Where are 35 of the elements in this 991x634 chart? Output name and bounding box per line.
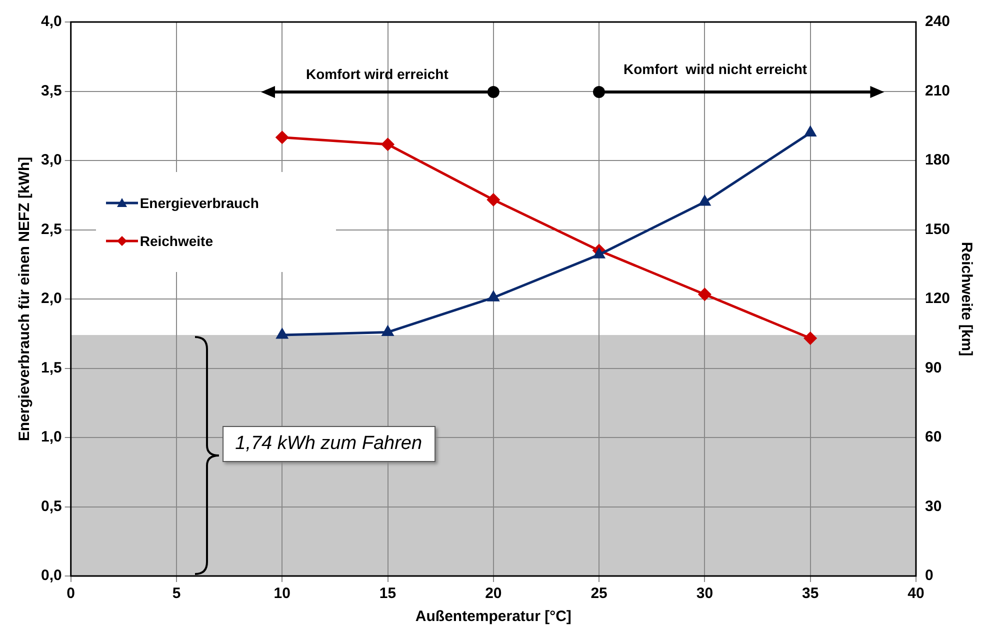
x-tick-label: 40 — [908, 585, 924, 602]
x-tick-label: 0 — [66, 585, 76, 602]
y-tick-label: 3,0 — [40, 152, 62, 169]
y-tick-label: 0,0 — [40, 567, 62, 584]
y2-axis-title: Reichweite [km] — [958, 242, 975, 356]
y-tick-label: 2,0 — [40, 290, 62, 308]
x-tick-label: 5 — [172, 585, 181, 602]
y-tick-label: 3,5 — [40, 82, 62, 100]
y-tick-label: 0,5 — [40, 498, 62, 515]
x-tick-label: 35 — [802, 585, 819, 602]
annotation: Komfort wird nicht erreicht — [623, 60, 808, 77]
y2-tick-label: 60 — [924, 428, 942, 446]
x-tick-label: 20 — [485, 585, 502, 602]
legend-label: Energieverbrauch — [140, 195, 259, 211]
annotation: Komfort wird erreicht — [306, 66, 448, 82]
x-tick-label: 10 — [274, 585, 290, 602]
y2-tick-label: 90 — [924, 359, 942, 376]
annotation: 1,74 kWh zum Fahren — [222, 426, 436, 462]
y-tick-label: 2,5 — [40, 220, 62, 238]
y2-tick-label: 150 — [924, 220, 950, 238]
y2-tick-label: 210 — [924, 82, 950, 100]
y2-tick-label: 240 — [924, 13, 950, 30]
y2-tick-label: 120 — [924, 290, 950, 308]
y2-tick-label: 180 — [924, 152, 950, 169]
x-axis-title: Außentemperatur [°C] — [415, 608, 572, 626]
x-tick-label: 30 — [696, 585, 714, 602]
legend-label: Reichweite — [140, 233, 213, 249]
y-axis-title: Energieverbrauch für einen NEFZ [kWh] — [16, 156, 34, 442]
y-tick-label: 1,5 — [40, 359, 62, 376]
y-tick-label: 1,0 — [40, 428, 62, 446]
x-tick-label: 15 — [379, 585, 396, 602]
x-tick-label: 25 — [590, 585, 608, 602]
y2-tick-label: 30 — [924, 498, 942, 515]
y2-tick-label: 0 — [924, 567, 934, 584]
y-tick-label: 4,0 — [40, 13, 62, 30]
